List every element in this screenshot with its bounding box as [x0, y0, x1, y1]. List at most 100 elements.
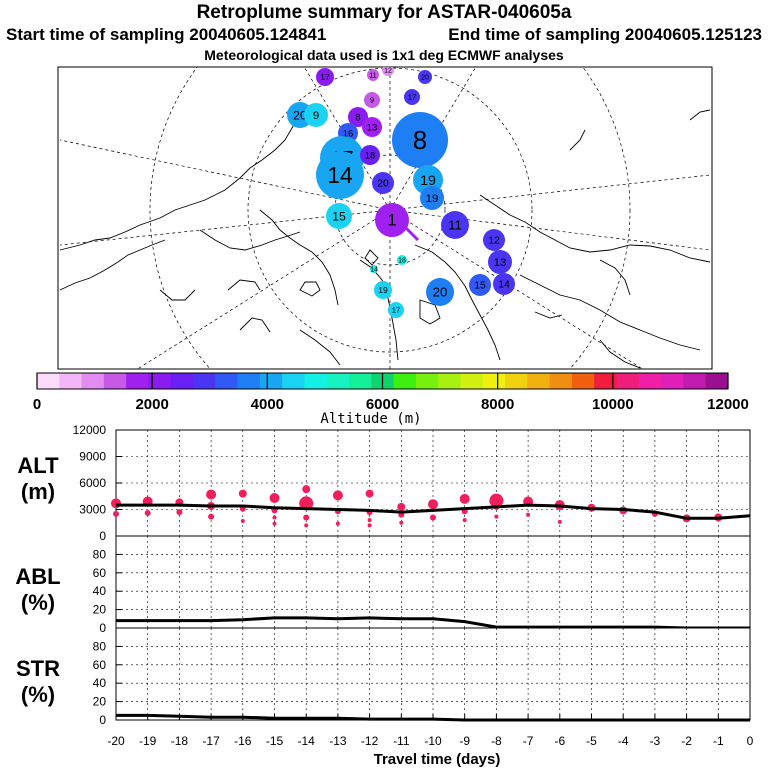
y-tick-label: 12000: [73, 423, 107, 437]
cluster-marker: [382, 67, 394, 76]
start-time-label: Start time of sampling 20040605.124841: [6, 25, 327, 44]
x-tick-label: -2: [681, 734, 692, 748]
altitude-point: [144, 510, 151, 517]
y-tick-label: 6000: [79, 476, 106, 490]
altitude-point: [269, 493, 280, 504]
altitude-point: [462, 518, 467, 523]
colorbar-swatch: [393, 373, 417, 389]
cluster-label: 17: [320, 72, 330, 82]
altitude-point: [367, 518, 372, 523]
altitude-point: [272, 515, 277, 520]
cluster-marker: [360, 145, 380, 165]
cluster-label: 13: [494, 257, 507, 269]
end-time-label: End time of sampling 20040605.125123: [448, 25, 762, 44]
y-tick-label: 40: [93, 676, 107, 690]
map-panel: 1711122017920981613817141820191915111121…: [57, 66, 713, 370]
x-tick-label: -19: [139, 734, 157, 748]
altitude-point: [332, 490, 343, 501]
altitude-point: [399, 520, 404, 525]
cluster-label: 11: [369, 72, 376, 79]
cluster-label: 19: [378, 285, 388, 295]
altitude-point: [299, 496, 314, 511]
x-tick-label: -9: [459, 734, 470, 748]
altitude-point: [526, 512, 531, 517]
cluster-label: 14: [370, 266, 378, 273]
cluster-label: 8: [413, 125, 427, 155]
cluster-label: 15: [332, 209, 346, 223]
x-tick-label: -11: [393, 734, 410, 748]
colorbar-swatch: [282, 373, 305, 389]
altitude-point: [113, 510, 119, 517]
y-tick-label: 40: [93, 584, 107, 598]
colorbar-swatch: [482, 373, 506, 389]
colorbar-swatch: [594, 373, 618, 389]
altitude-point: [302, 485, 311, 494]
y-tick-label: 80: [93, 639, 107, 653]
x-tick-label: -7: [523, 734, 534, 748]
colorbar-swatch: [59, 373, 83, 389]
cluster-marker: [388, 302, 404, 318]
colorbar-swatch: [215, 373, 239, 389]
altitude-point: [365, 489, 374, 498]
cluster-label: 14: [327, 162, 353, 188]
met-data-label: Meteorological data used is 1x1 deg ECMW…: [204, 47, 564, 63]
colorbar-tick-label: 2000: [135, 396, 168, 413]
cluster-label: 16: [343, 128, 354, 139]
cluster-label: 12: [488, 236, 500, 247]
cluster-marker: [488, 250, 512, 274]
altitude-point: [304, 523, 309, 528]
colorbar-tick-label: 8000: [481, 396, 514, 413]
x-tick-label: -13: [329, 734, 347, 748]
x-tick-label: -17: [202, 734, 220, 748]
cluster-label: 9: [370, 96, 374, 105]
cluster-label: 1: [388, 212, 397, 230]
colorbar-swatch: [148, 373, 172, 389]
altitude-colorbar: 0 2000 4000 6000 8000 10000 12000 Altitude (m): [33, 372, 749, 427]
altitude-point: [459, 493, 470, 504]
altitude-point: [303, 514, 310, 521]
altitude-point: [335, 521, 340, 526]
altitude-point: [430, 514, 436, 521]
colorbar-swatch: [438, 373, 462, 389]
cluster-marker: [483, 229, 505, 251]
y-tick-label: 60: [93, 658, 107, 672]
cluster-marker: [418, 70, 432, 84]
x-tick-label: -16: [234, 734, 252, 748]
altitude-point: [240, 518, 245, 523]
colorbar-swatch: [705, 373, 729, 389]
colorbar-swatch: [81, 373, 105, 389]
altitude-point: [557, 519, 562, 524]
colorbar-swatch: [549, 373, 573, 389]
x-tick-label: -18: [171, 734, 189, 748]
altitude-point: [176, 509, 183, 516]
y-axis-label-line1: ALT: [17, 453, 59, 478]
y-tick-label: 0: [99, 713, 106, 727]
colorbar-swatch: [460, 373, 484, 389]
altitude-point: [428, 499, 438, 510]
x-tick-label: -8: [491, 734, 502, 748]
x-tick-label: -10: [424, 734, 442, 748]
y-axis-label-line1: ABL: [15, 564, 60, 589]
colorbar-tick-label: 12000: [707, 396, 749, 413]
cluster-marker: [404, 89, 420, 105]
colorbar-swatch: [661, 373, 684, 389]
x-tick-label: -15: [266, 734, 284, 748]
y-axis-label-line2: (%): [21, 682, 55, 707]
colorbar-swatch: [304, 373, 328, 389]
cluster-label: 20: [293, 108, 307, 122]
colorbar-swatch: [415, 373, 439, 389]
cluster-label: 19: [426, 193, 439, 205]
x-tick-label: -4: [618, 734, 629, 748]
cluster-label: 20: [421, 74, 429, 81]
cluster-label: 15: [474, 281, 486, 292]
cluster-label: 20: [433, 285, 448, 300]
x-tick-label: -6: [554, 734, 565, 748]
x-tick-label: -1: [713, 734, 724, 748]
cluster-marker: [469, 274, 491, 296]
altitude-point: [111, 498, 121, 509]
map-graticule: 1711122017920981613817141820191915111121…: [59, 67, 711, 369]
altitude-point: [494, 514, 499, 519]
cluster-label: 8: [355, 112, 360, 123]
chart-title: Retroplume summary for ASTAR-040605a: [196, 2, 572, 23]
y-tick-label: 0: [99, 621, 106, 635]
